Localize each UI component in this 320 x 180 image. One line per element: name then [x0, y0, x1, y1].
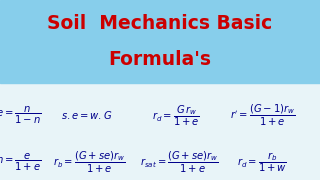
Text: $r_b = \dfrac{(G+se)r_w}{1+e}$: $r_b = \dfrac{(G+se)r_w}{1+e}$ [53, 149, 126, 175]
Text: Formula's: Formula's [108, 50, 212, 69]
Text: Soil  Mechanics Basic: Soil Mechanics Basic [47, 14, 273, 33]
Text: $s.e = w.G$: $s.e = w.G$ [61, 109, 112, 121]
Text: $e = \dfrac{n}{1-n}$: $e = \dfrac{n}{1-n}$ [0, 105, 42, 126]
Text: $r' = \dfrac{(G-1)r_w}{1+e}$: $r' = \dfrac{(G-1)r_w}{1+e}$ [230, 103, 295, 128]
Text: $r_d = \dfrac{r_b}{1+w}$: $r_d = \dfrac{r_b}{1+w}$ [237, 150, 287, 174]
Text: $r_{sat} = \dfrac{(G+se)r_w}{1+e}$: $r_{sat} = \dfrac{(G+se)r_w}{1+e}$ [140, 149, 219, 175]
FancyBboxPatch shape [0, 0, 320, 83]
Text: $n = \dfrac{e}{1+e}$: $n = \dfrac{e}{1+e}$ [0, 151, 42, 173]
Text: $r_d = \dfrac{G\,r_w}{1+e}$: $r_d = \dfrac{G\,r_w}{1+e}$ [152, 103, 200, 128]
